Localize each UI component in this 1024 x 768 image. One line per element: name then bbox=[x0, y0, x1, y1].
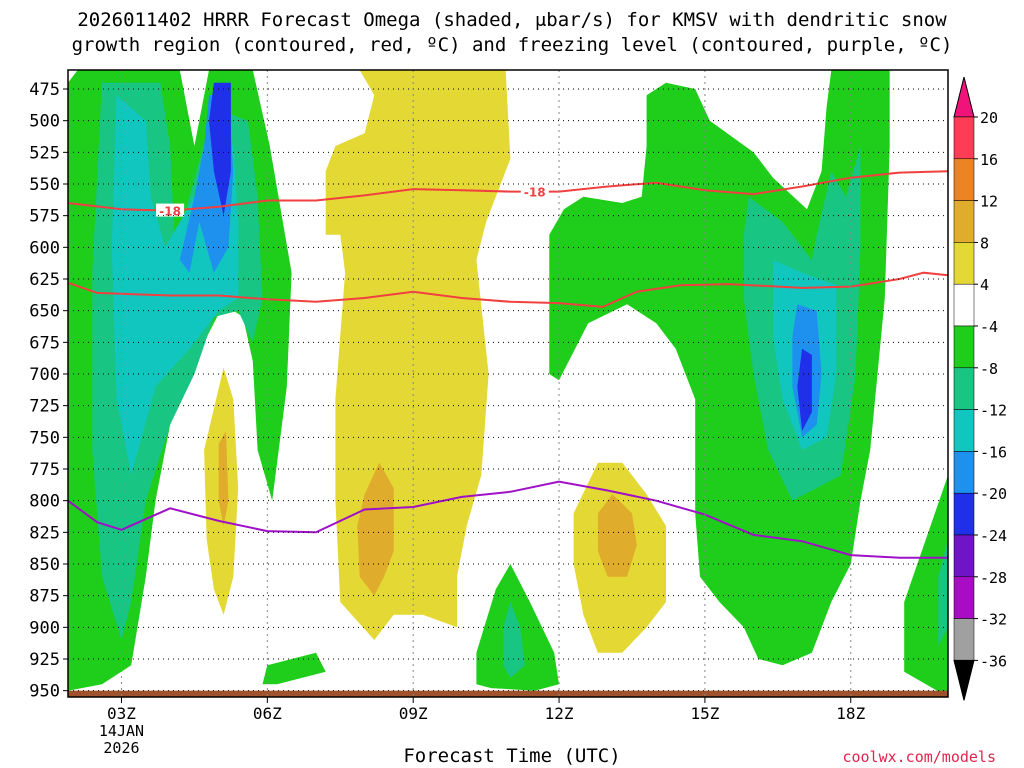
colorbar-tick-label: -16 bbox=[980, 443, 1007, 461]
x-axis-label: Forecast Time (UTC) bbox=[403, 745, 621, 767]
contour-dendritic_upper bbox=[68, 170, 948, 212]
colorbar-tick-label: 4 bbox=[980, 276, 989, 294]
y-tick-label: 925 bbox=[29, 650, 60, 670]
omega-neg4-region-right bbox=[549, 70, 890, 666]
contour-freezing_level bbox=[68, 480, 948, 559]
omega-neg4-region-bottom bbox=[262, 652, 326, 685]
omega-neg20-region-left bbox=[209, 82, 231, 216]
y-tick-label: 650 bbox=[29, 302, 60, 322]
colorbar-tick-label: -24 bbox=[980, 527, 1007, 545]
colorbar-swatch bbox=[953, 618, 975, 661]
x-tick-label: 12Z bbox=[545, 704, 574, 723]
terrain-ground bbox=[68, 690, 948, 697]
colorbar-tick-label: 8 bbox=[980, 234, 989, 252]
y-tick-label: 550 bbox=[29, 175, 60, 195]
x-tick-label: 18Z bbox=[836, 704, 865, 723]
colorbar-swatch bbox=[953, 409, 975, 452]
x-tick-label: 15Z bbox=[690, 704, 719, 723]
contour-label-bg bbox=[520, 184, 549, 198]
colorbar-extend-top bbox=[953, 76, 975, 118]
y-tick-label: 875 bbox=[29, 587, 60, 607]
y-axis: 475 500 525 550 575 600 625 650 675 700 725 750 775 8… bbox=[29, 80, 68, 702]
colorbar-tick-label: -12 bbox=[980, 402, 1007, 420]
colorbar-swatch bbox=[953, 451, 975, 494]
colorbar-tick-label: -20 bbox=[980, 485, 1007, 503]
plot-area: -18 -18 bbox=[68, 70, 948, 697]
colorbar-swatch bbox=[953, 283, 975, 327]
colorbar-tick-label: -32 bbox=[980, 611, 1007, 629]
colorbar-swatch bbox=[953, 534, 975, 578]
y-tick-label: 750 bbox=[29, 428, 60, 448]
colorbar-tick-label: -4 bbox=[980, 318, 998, 336]
colorbar-extend-bottom bbox=[953, 659, 975, 701]
colorbar-swatch bbox=[953, 325, 975, 369]
omega-pos4-region-center bbox=[325, 70, 511, 640]
x-tick-label: 06Z bbox=[253, 704, 282, 723]
x-tick-date-label: 14JAN bbox=[99, 722, 144, 740]
chart-title-line-1: 2026011402 HRRR Forecast Omega (shaded, … bbox=[77, 9, 947, 31]
colorbar: 20 16 12 8 4 -4 -8 -12 -16 -20 -24 -28 -32 -36 bbox=[953, 76, 1007, 701]
plot-frame bbox=[67, 69, 949, 698]
colorbar-tick-label: -8 bbox=[980, 360, 998, 378]
contour-label: -18 bbox=[524, 186, 546, 200]
y-tick-label: 500 bbox=[29, 112, 60, 132]
omega-neg4-region-edge bbox=[904, 475, 948, 697]
y-tick-label: 800 bbox=[29, 492, 60, 512]
y-tick-label: 575 bbox=[29, 207, 60, 227]
y-tick-label: 600 bbox=[29, 238, 60, 258]
omega-neg8-region-edge bbox=[938, 538, 948, 647]
y-tick-label: 850 bbox=[29, 555, 60, 575]
omega-pos8-region-center bbox=[357, 462, 394, 596]
x-tick-date-label: 2026 bbox=[103, 739, 139, 757]
colorbar-tick-label: 16 bbox=[980, 151, 998, 169]
y-tick-label: 950 bbox=[29, 682, 60, 702]
y-tick-label: 775 bbox=[29, 460, 60, 480]
omega-pos8-region-mid bbox=[597, 494, 637, 577]
colorbar-tick-label: 20 bbox=[980, 109, 998, 127]
y-tick-label: 900 bbox=[29, 618, 60, 638]
y-tick-label: 725 bbox=[29, 397, 60, 417]
contour-label: -18 bbox=[159, 205, 181, 219]
y-tick-label: 675 bbox=[29, 333, 60, 353]
contour-dendritic_lower bbox=[68, 271, 948, 308]
y-tick-label: 475 bbox=[29, 80, 60, 100]
x-tick-label: 09Z bbox=[399, 704, 428, 723]
colorbar-swatch bbox=[953, 367, 975, 410]
colorbar-tick-label: 12 bbox=[980, 193, 998, 211]
colorbar-swatch bbox=[953, 576, 975, 619]
omega-pos8-region-left bbox=[218, 431, 229, 526]
omega-neg20-region-right bbox=[797, 348, 812, 431]
colorbar-swatch bbox=[953, 116, 975, 160]
chart-title-line-2: growth region (contoured, red, ºC) and f… bbox=[71, 34, 953, 56]
contour-label-bg bbox=[156, 203, 185, 217]
colorbar-tick-label: -28 bbox=[980, 569, 1007, 587]
colorbar-swatch bbox=[953, 200, 975, 243]
colorbar-swatch bbox=[953, 158, 975, 201]
x-tick-label: 03Z bbox=[107, 704, 136, 723]
y-tick-label: 525 bbox=[29, 143, 60, 163]
credit-link[interactable]: coolwx.com/models bbox=[842, 748, 996, 766]
y-tick-label: 625 bbox=[29, 270, 60, 290]
y-tick-label: 700 bbox=[29, 365, 60, 385]
colorbar-swatch bbox=[953, 242, 975, 285]
colorbar-tick-label: -36 bbox=[980, 652, 1007, 670]
colorbar-swatch bbox=[953, 492, 975, 536]
y-tick-label: 825 bbox=[29, 523, 60, 543]
grid bbox=[68, 70, 948, 697]
